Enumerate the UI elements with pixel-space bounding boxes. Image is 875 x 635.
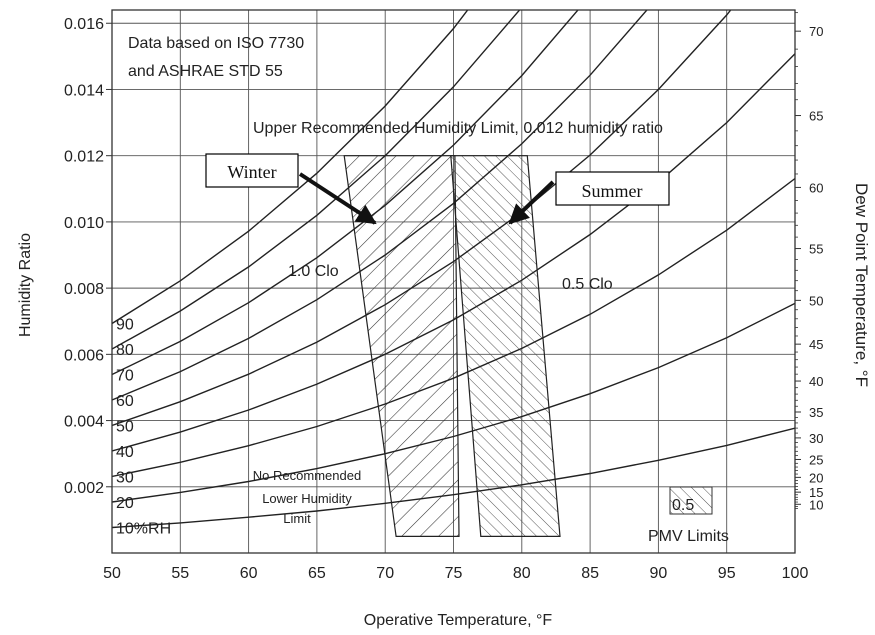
y2-tick-label: 70 xyxy=(809,24,823,39)
y2-tick-label: 30 xyxy=(809,431,823,446)
pmv-legend-value: 0.5 xyxy=(672,497,694,514)
plot-frame xyxy=(111,9,796,554)
summer-zone-0-5-clo xyxy=(450,155,561,538)
x-tick-label: 95 xyxy=(718,565,736,582)
y-tick-label: 0.012 xyxy=(64,149,104,166)
pmv-limits-label: PMV Limits xyxy=(648,528,729,545)
rh-curve xyxy=(112,10,732,427)
y2-tick-label: 25 xyxy=(809,452,823,467)
summer-label-box xyxy=(555,171,670,206)
rh-curve-label: 50 xyxy=(116,419,134,436)
y2-tick-label: 65 xyxy=(809,109,823,124)
x-tick-label: 75 xyxy=(445,565,463,582)
y2-tick-label: 40 xyxy=(809,374,823,389)
summer-callout: Summer xyxy=(508,171,670,225)
y-tick-label: 0.014 xyxy=(64,82,104,99)
rh-curve xyxy=(112,10,648,401)
x-tick-label: 60 xyxy=(240,565,258,582)
x-tick-label: 70 xyxy=(376,565,394,582)
x-tick-label: 100 xyxy=(782,565,809,582)
winter-arrow xyxy=(298,172,377,225)
x-tick-label: 55 xyxy=(171,565,189,582)
y-tick-label: 0.008 xyxy=(64,281,104,298)
summer-arrow xyxy=(508,180,555,225)
comfort-zones xyxy=(343,155,561,538)
axis-ticks: 50 55 60 65 70 75 80 85 90 95 100 0.002 0.004 0.006 0.… xyxy=(64,12,823,582)
rh-curve-label: 60 xyxy=(116,393,134,410)
lower-limit-label-line-1: No Recommended xyxy=(253,468,361,483)
upper-humidity-limit-label: Upper Recommended Humidity Limit, 0.012 … xyxy=(253,120,663,137)
y2-tick-label: 50 xyxy=(809,293,823,308)
x-axis-title: Operative Temperature, °F xyxy=(364,612,553,629)
y2-axis-title: Dew Point Temperature, °F xyxy=(852,183,871,387)
source-note-line-2: and ASHRAE STD 55 xyxy=(128,63,283,80)
pmv-legend-swatch xyxy=(669,486,713,515)
rh-curve-label: 20 xyxy=(116,495,134,512)
rh-curve-label: 40 xyxy=(116,444,134,461)
y2-tick-label: 10 xyxy=(809,497,823,512)
clo-1-label: 1.0 Clo xyxy=(288,263,339,280)
lower-limit-label-line-3: Limit xyxy=(283,511,311,526)
y2-tick-label: 55 xyxy=(809,242,823,257)
y2-tick-label: 35 xyxy=(809,405,823,420)
y-axis-title: Humidity Ratio xyxy=(17,233,34,337)
x-tick-label: 80 xyxy=(513,565,531,582)
clo-05-label: 0.5 Clo xyxy=(562,276,613,293)
summer-label: Summer xyxy=(582,181,643,201)
rh-curve-label: 90 xyxy=(116,317,134,334)
source-note-line-1: Data based on ISO 7730 xyxy=(128,35,304,52)
y-tick-label: 0.002 xyxy=(64,480,104,497)
y2-tick-label: 20 xyxy=(809,470,823,485)
rh-curve xyxy=(112,10,521,350)
x-tick-label: 65 xyxy=(308,565,326,582)
x-tick-label: 90 xyxy=(650,565,668,582)
y2-tick-label: 60 xyxy=(809,180,823,195)
rh-curve-label: 80 xyxy=(116,342,134,359)
rh-curve-label: 30 xyxy=(116,470,134,487)
y-tick-label: 0.016 xyxy=(64,16,104,33)
y2-tick-label: 15 xyxy=(809,485,823,500)
rh-curve-label: 10%RH xyxy=(116,521,171,538)
winter-label: Winter xyxy=(227,162,276,182)
rh-curves xyxy=(112,10,795,529)
rh-curve xyxy=(112,10,469,325)
rh-curve xyxy=(112,177,795,478)
rh-curve xyxy=(112,427,795,529)
winter-callout: Winter xyxy=(205,153,377,225)
y-tick-label: 0.006 xyxy=(64,347,104,364)
rh-curve-label: 70 xyxy=(116,368,134,385)
rh-curve-labels: 10%RH 20 30 40 50 60 70 80 90 xyxy=(116,317,171,538)
lower-limit-label-line-2: Lower Humidity xyxy=(262,491,352,506)
y-tick-label: 0.004 xyxy=(64,414,104,431)
y2-tick-label: 45 xyxy=(809,337,823,352)
rh-curve xyxy=(112,302,795,503)
winter-label-box xyxy=(205,153,299,188)
rh-curve xyxy=(112,10,579,376)
pmv-legend: 0.5 PMV Limits xyxy=(648,486,729,545)
rh-curve xyxy=(112,53,795,452)
x-tick-label: 85 xyxy=(581,565,599,582)
y-tick-label: 0.010 xyxy=(64,215,104,232)
x-tick-label: 50 xyxy=(103,565,121,582)
